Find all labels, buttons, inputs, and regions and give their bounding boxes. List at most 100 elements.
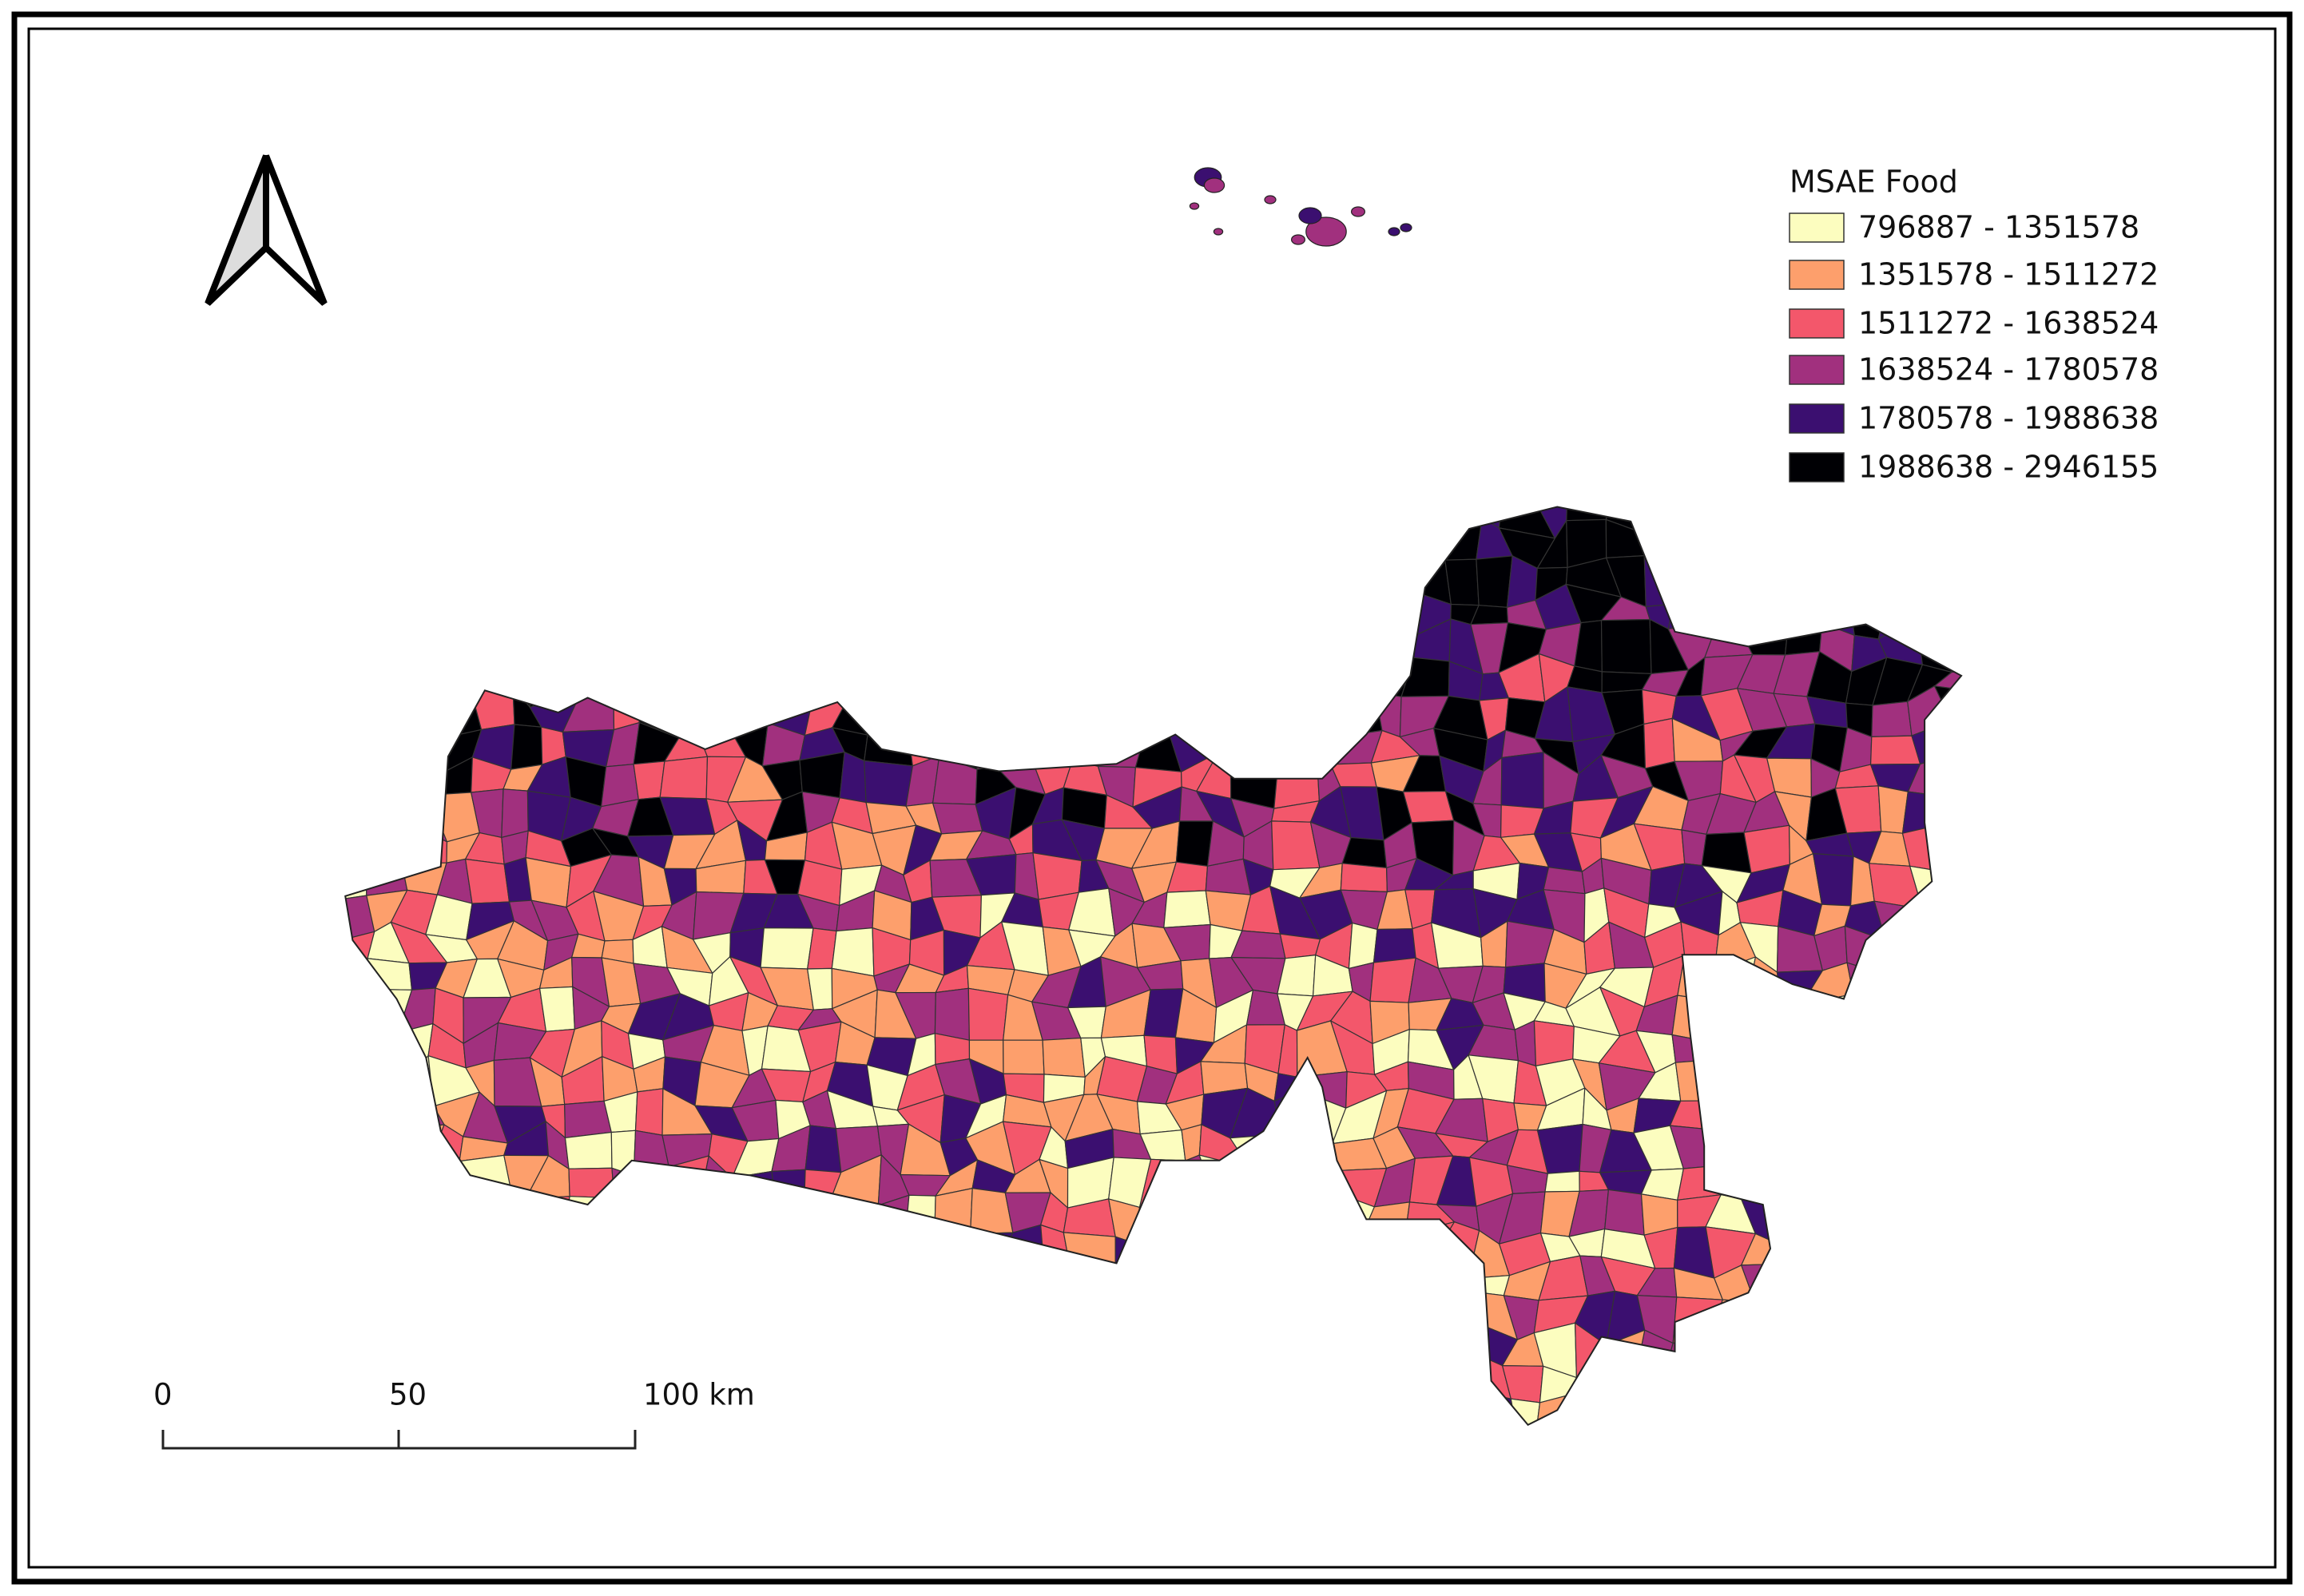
district xyxy=(399,1124,446,1173)
scale-bar: 0 50 100 km xyxy=(153,1378,755,1450)
district xyxy=(1273,1468,1317,1512)
island xyxy=(1388,227,1400,236)
district xyxy=(2110,521,2159,574)
district xyxy=(2044,831,2091,875)
district xyxy=(639,586,672,622)
district xyxy=(1308,1196,1349,1243)
district xyxy=(799,751,845,799)
district xyxy=(2085,760,2115,802)
district xyxy=(936,617,971,673)
district xyxy=(2143,823,2187,870)
district xyxy=(1845,1397,1881,1425)
district xyxy=(363,1197,413,1237)
district xyxy=(737,552,781,606)
district xyxy=(1063,657,1109,709)
district xyxy=(939,538,985,574)
district xyxy=(1337,1396,1372,1425)
district xyxy=(1986,1440,2012,1466)
district xyxy=(458,558,513,605)
district xyxy=(1870,1426,1917,1476)
district xyxy=(1111,558,1140,608)
district xyxy=(1566,506,1616,522)
district xyxy=(345,957,368,1009)
district xyxy=(1432,1221,1480,1280)
district xyxy=(1406,1427,1447,1479)
district xyxy=(1032,852,1082,900)
district xyxy=(1198,520,1250,561)
district xyxy=(826,559,879,589)
district xyxy=(2148,569,2180,602)
legend-swatch xyxy=(1789,308,1845,339)
district xyxy=(934,987,971,1041)
district xyxy=(1304,551,1342,605)
district xyxy=(465,1295,514,1346)
district xyxy=(1709,598,1740,625)
district xyxy=(760,927,814,970)
district xyxy=(1572,1461,1613,1499)
district xyxy=(963,1329,1012,1380)
district xyxy=(2108,802,2159,836)
district xyxy=(1304,586,1348,641)
district xyxy=(504,525,549,564)
district xyxy=(427,792,481,843)
district xyxy=(765,587,816,640)
district xyxy=(1170,1443,1206,1472)
district xyxy=(840,1359,884,1413)
district xyxy=(1903,1157,1943,1193)
district xyxy=(1134,506,1176,538)
district xyxy=(1044,1266,1078,1312)
district xyxy=(963,1356,1012,1405)
district xyxy=(426,1258,478,1308)
district xyxy=(1544,1170,1580,1193)
district xyxy=(1369,1390,1419,1425)
district xyxy=(1948,989,1962,1040)
district xyxy=(939,553,985,607)
district xyxy=(907,696,939,731)
district xyxy=(361,622,404,668)
district xyxy=(1970,895,2017,939)
district xyxy=(792,587,847,627)
district xyxy=(1901,1095,1959,1132)
district xyxy=(493,584,548,633)
district xyxy=(1235,685,1281,734)
district xyxy=(2141,1396,2191,1437)
district xyxy=(1232,506,1274,539)
district xyxy=(1840,1337,1873,1369)
district xyxy=(1299,1304,1354,1336)
district xyxy=(1840,1364,1881,1402)
district xyxy=(927,1261,975,1300)
district xyxy=(707,506,736,535)
district xyxy=(2143,752,2191,805)
district xyxy=(2078,585,2112,641)
district xyxy=(796,526,848,563)
district xyxy=(1903,1189,1944,1244)
district xyxy=(563,1397,614,1425)
district xyxy=(1948,1025,1962,1072)
district xyxy=(2045,639,2090,658)
district xyxy=(1744,1294,1790,1332)
district xyxy=(1566,1388,1617,1425)
district xyxy=(2107,892,2158,939)
island xyxy=(1203,177,1225,193)
district xyxy=(1269,594,1312,641)
district xyxy=(426,1299,471,1327)
district xyxy=(1712,525,1746,570)
district xyxy=(629,1468,670,1510)
district xyxy=(1299,1268,1354,1312)
district xyxy=(1501,1457,1547,1512)
district xyxy=(1169,1154,1219,1213)
district xyxy=(463,1222,503,1260)
district xyxy=(1076,1295,1116,1338)
district xyxy=(1946,891,1962,940)
district xyxy=(1668,1396,1718,1425)
district xyxy=(2140,1267,2191,1308)
district xyxy=(1911,1323,1956,1363)
district xyxy=(1933,1325,1962,1377)
district xyxy=(1952,1095,1962,1130)
district xyxy=(345,1375,376,1404)
district xyxy=(1776,1389,1817,1425)
district xyxy=(1003,1039,1045,1075)
district xyxy=(1633,1395,1674,1425)
district xyxy=(1211,725,1237,763)
district xyxy=(1810,506,1852,530)
